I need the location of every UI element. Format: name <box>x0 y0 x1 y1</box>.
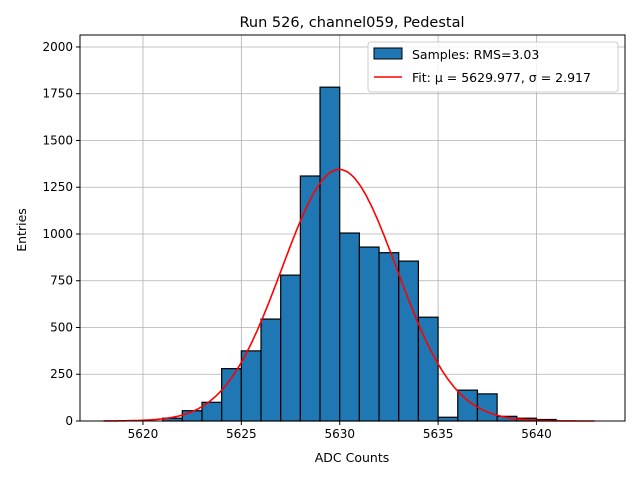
y-tick-label: 250 <box>50 367 73 381</box>
y-tick-label: 1750 <box>42 87 73 101</box>
y-tick-label: 1500 <box>42 133 73 147</box>
histogram-bar <box>398 260 420 422</box>
y-tick-label: 2000 <box>42 40 73 54</box>
y-tick-label: 750 <box>50 274 73 288</box>
x-tick-label: 5630 <box>324 427 355 441</box>
gaussian-fit-curve <box>103 168 595 422</box>
legend-box <box>367 41 619 93</box>
y-tick-label: 0 <box>65 414 73 428</box>
histogram-bar <box>417 316 439 422</box>
histogram-bar <box>437 416 459 422</box>
x-tick-label: 5620 <box>128 427 159 441</box>
histogram-bar <box>260 318 282 422</box>
legend-label-fit: Fit: μ = 5629.977, σ = 2.917 <box>412 70 591 85</box>
legend: Samples: RMS=3.03 Fit: μ = 5629.977, σ =… <box>367 41 619 93</box>
x-tick-label: 5635 <box>423 427 454 441</box>
y-tick-label: 500 <box>50 320 73 334</box>
x-axis-label: ADC Counts <box>315 450 390 465</box>
x-tick-label: 5625 <box>226 427 257 441</box>
histogram-bar <box>339 232 360 422</box>
legend-label-samples: Samples: RMS=3.03 <box>412 47 539 62</box>
histogram-bar <box>280 274 301 422</box>
y-axis-label: Entries <box>14 208 29 252</box>
histogram-bar <box>476 393 498 422</box>
plot-frame <box>79 34 626 422</box>
histogram-bar <box>240 350 262 422</box>
histogram-bar <box>378 252 400 422</box>
y-tick-label: 1250 <box>42 180 73 194</box>
chart-title: Run 526, channel059, Pedestal <box>239 15 464 31</box>
histogram-bar <box>358 246 380 422</box>
histogram-bar <box>319 86 341 422</box>
legend-swatch-samples <box>373 47 403 60</box>
y-tick-label: 1000 <box>42 227 73 241</box>
x-tick-label: 5640 <box>521 427 552 441</box>
